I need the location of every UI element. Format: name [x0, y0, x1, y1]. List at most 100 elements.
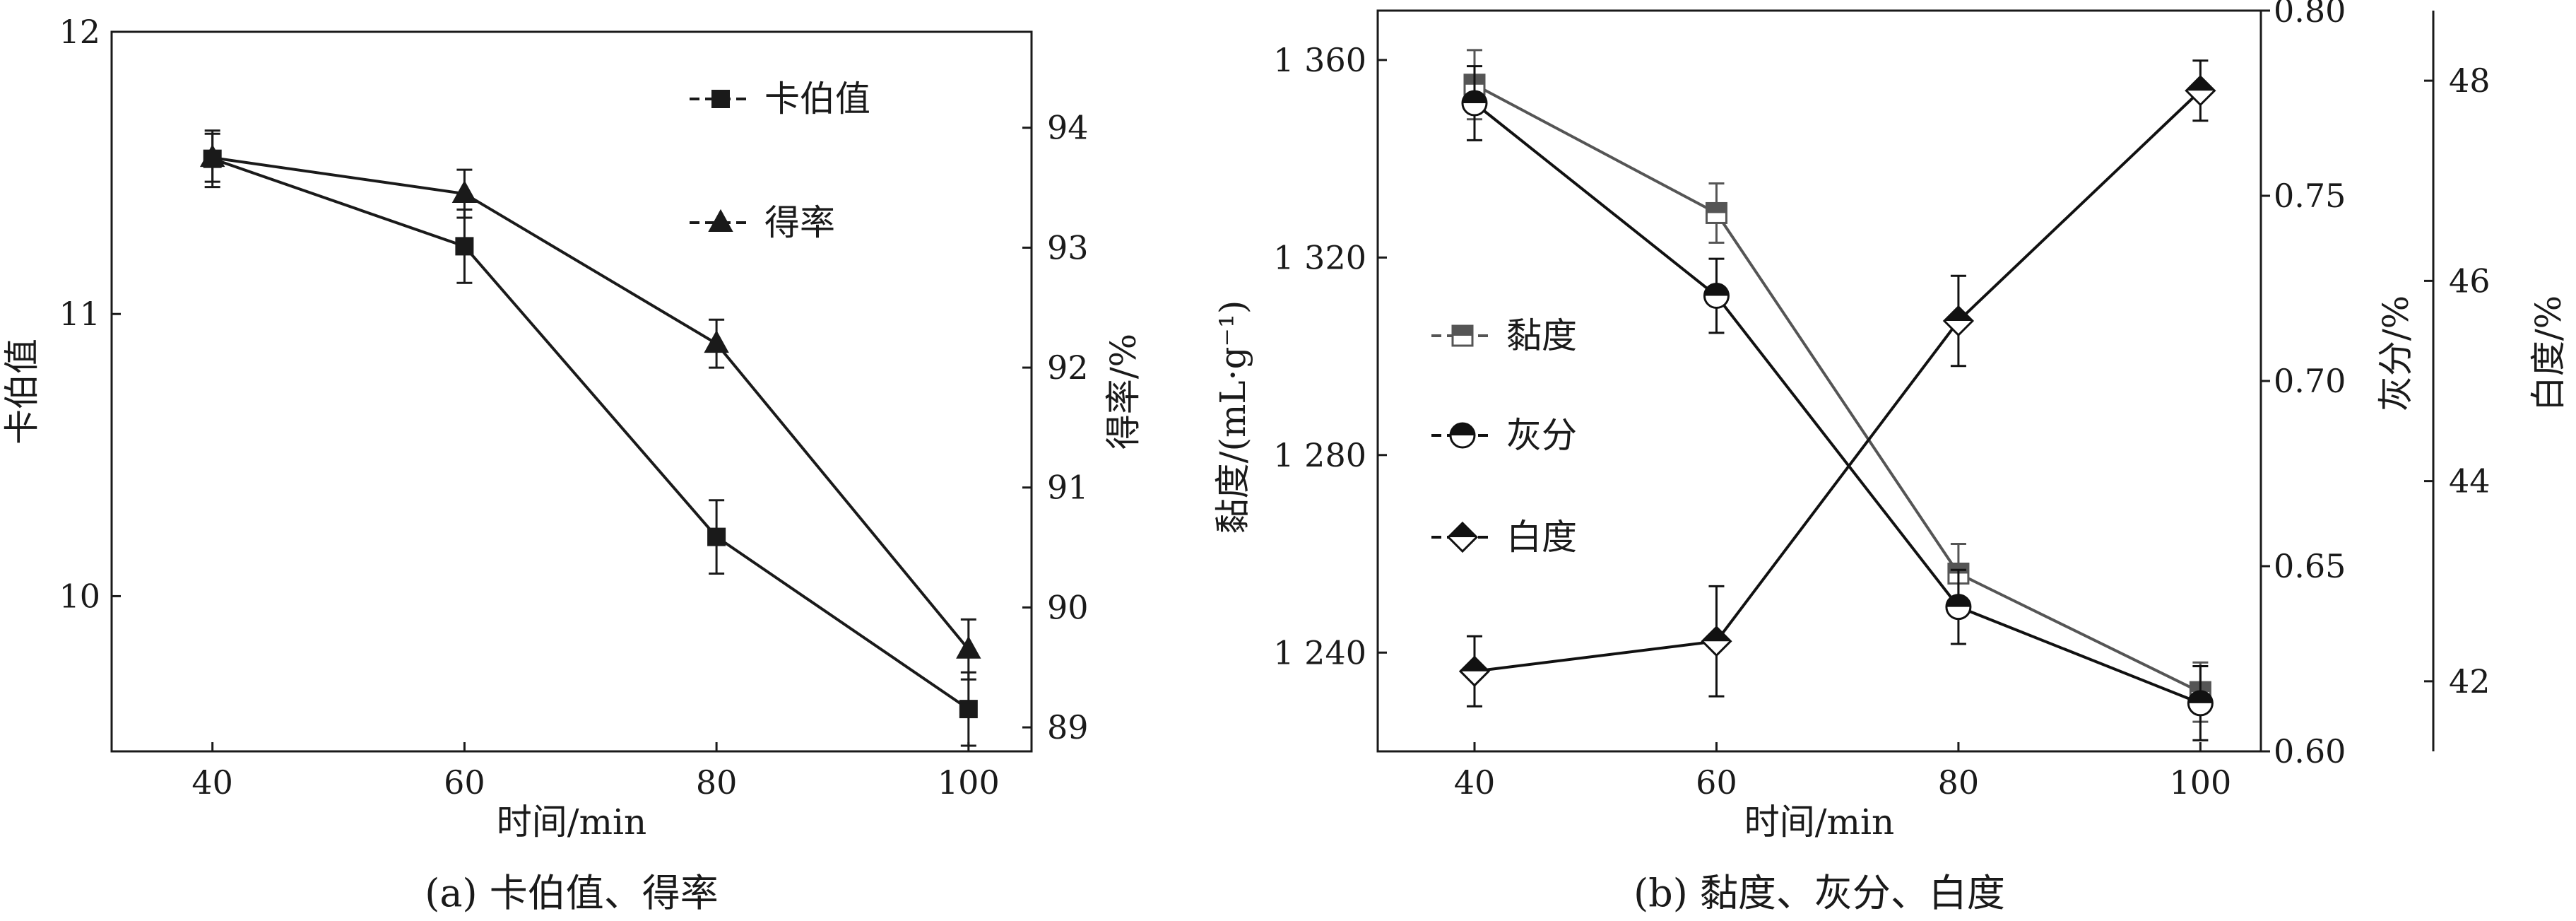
- panel-a-ticks: 40 60 80 100 10 11 12 89 90 91 92 93 94: [59, 13, 1088, 802]
- panel-b-series-1: [1461, 65, 2214, 741]
- panel-b-legend-item-1-marker: [1449, 422, 1476, 449]
- panel-b-ash-axis-title: 灰分/%: [2375, 295, 2416, 411]
- panel-a-x-tick-label: 60: [444, 763, 485, 802]
- panel-a-x-axis-title: 时间/min: [497, 802, 646, 843]
- panel-b-series-2-line: [1474, 89, 2202, 673]
- panel-a-legend-item-0: 卡伯值: [690, 78, 870, 119]
- panel-b-series-2-point: [1942, 305, 1975, 337]
- panel-b-whiteness-y-label: 48: [2449, 61, 2491, 100]
- panel-b-legend-item-2-marker-fill: [1448, 523, 1477, 537]
- panel-b-whiteness-y-label: 42: [2449, 662, 2491, 700]
- panel-a-caption: (a) 卡伯值、得率: [425, 871, 719, 915]
- panel-a-plot-frame: [110, 30, 1033, 753]
- panel-a-left-axis-title: 卡伯值: [1, 339, 42, 445]
- panel-b-ash-y-label: 0.70: [2274, 362, 2346, 400]
- panel-b-x-axis-title: 时间/min: [1744, 802, 1894, 843]
- panel-b-series: [1458, 49, 2216, 741]
- panel-b: 40 60 80 100 1 240 1 280 1 320 1 360 0.60 0.65 0.7…: [1212, 0, 2569, 915]
- panel-b-series-0-point-fill: [1948, 563, 1968, 574]
- panel-b-series-2-point: [1701, 626, 1732, 657]
- panel-b-ash-y-label: 0.75: [2274, 177, 2346, 215]
- panel-b-ash-y-label: 0.60: [2274, 732, 2346, 770]
- panel-b-whiteness-axis-title: 白度/%: [2528, 295, 2569, 411]
- panel-a-left-y-label: 11: [59, 295, 100, 333]
- panel-b-series-2-point: [2185, 75, 2216, 107]
- panel-b-legend-item-2: 白度: [1431, 517, 1577, 558]
- panel-a-right-y-label: 93: [1047, 228, 1089, 266]
- panel-b-x-tick-label: 100: [2169, 763, 2231, 802]
- panel-b-x-tick-label: 60: [1696, 763, 1737, 802]
- panel-a-series-0-point: [707, 527, 726, 546]
- panel-b-ash-y-label: 0.80: [2274, 0, 2346, 30]
- panel-a-right-axis-title: 得率/%: [1103, 334, 1144, 450]
- panel-b-series-0-line: [1474, 83, 2202, 693]
- panel-b-series-1-line: [1473, 102, 2202, 705]
- panel-b-series-1-point-fill: [2188, 691, 2213, 703]
- panel-b-series-1-point-fill: [1946, 594, 1971, 607]
- panel-b-ticks: 40 60 80 100 1 240 1 280 1 320 1 360 0.60 0.65 0.7…: [1273, 0, 2490, 802]
- panel-b-legend-item-1-marker-fill: [1451, 423, 1475, 435]
- panel-a-series-1: [199, 132, 981, 681]
- panel-b-series-1-point: [1461, 90, 1488, 117]
- panel-b-legend-item-2-label: 白度: [1506, 517, 1577, 558]
- panel-b-legend-item-1: 灰分: [1431, 415, 1577, 456]
- panel-a-series-0-line: [212, 157, 969, 710]
- panel-a-series-0: [203, 129, 978, 747]
- panel-b-legend-item-0-marker-fill: [1453, 326, 1472, 336]
- panel-b-x-tick-label: 80: [1938, 763, 1980, 802]
- panel-b-left-y-label: 1 360: [1273, 41, 1366, 79]
- panel-a-right-y-label: 91: [1047, 469, 1089, 507]
- panel-a-legend-item-1: 得率: [690, 202, 835, 243]
- panel-a-x-tick-label: 100: [938, 763, 1000, 802]
- panel-b-series-1-point: [1703, 282, 1730, 309]
- panel-b-legend-item-0: 黏度: [1431, 315, 1577, 356]
- panel-a-legend-item-0-label: 卡伯值: [764, 78, 870, 119]
- panel-b-x-tick-label: 40: [1454, 763, 1496, 802]
- panel-b-series-2-point-fill: [2186, 76, 2215, 91]
- panel-a-x-tick-label: 40: [191, 763, 233, 802]
- panel-a-series-0-point: [959, 700, 978, 719]
- panel-a-legend-item-0-marker: [711, 90, 730, 108]
- panel-a-right-y-label: 94: [1047, 109, 1089, 147]
- panel-b-whiteness-y-label: 44: [2449, 462, 2491, 500]
- panel-a-legend-item-1-marker: [708, 209, 733, 232]
- panel-a-right-y-label: 90: [1047, 588, 1089, 626]
- panel-a-series: [199, 129, 981, 747]
- panel-b-series-2-point-fill: [1460, 657, 1489, 671]
- panel-b-ash-y-label: 0.65: [2274, 547, 2346, 585]
- panel-a-series-0-point: [455, 237, 474, 256]
- panel-b-plot-frame: [1376, 9, 2262, 753]
- panel-a-left-y-label: 10: [59, 577, 100, 615]
- panel-b-series-0: [1463, 49, 2211, 723]
- panel-b-legend-item-0-marker: [1451, 324, 1474, 347]
- panel-b-series-1-point: [1945, 594, 1972, 621]
- panel-b-legend-item-1-label: 灰分: [1506, 415, 1577, 456]
- panel-b-series-2-point: [1458, 655, 1491, 687]
- panel-b-legend-item-2-marker: [1446, 521, 1479, 553]
- panel-b-left-y-label: 1 320: [1273, 238, 1366, 276]
- panel-b-series-2: [1458, 59, 2216, 708]
- panel-b-series-2-point-fill: [1944, 307, 1973, 322]
- panel-b-whiteness-y-label: 46: [2449, 262, 2491, 300]
- panel-b-series-1-point-fill: [1462, 91, 1487, 103]
- panel-a-series-1-point: [704, 330, 729, 353]
- panel-b-series-1-point-fill: [1704, 283, 1729, 296]
- panel-a-series-1-line: [212, 156, 970, 651]
- panel-a-series-1-point: [451, 180, 478, 204]
- panel-a-left-y-label: 12: [59, 13, 100, 51]
- panel-b-left-axis-title: 黏度/(mL·g⁻¹): [1212, 300, 1253, 534]
- panel-a-series-1-point: [956, 635, 981, 659]
- panel-b-caption: (b) 黏度、灰分、白度: [1633, 871, 2005, 915]
- panel-a-x-tick-label: 80: [696, 763, 738, 802]
- panel-b-series-2-point-fill: [1702, 627, 1731, 642]
- panel-b-series-0-point-fill: [1706, 203, 1727, 213]
- panel-b-series-1-point: [2187, 690, 2214, 717]
- panel-a: 40 60 80 100 10 11 12 89 90 91 92 93 94 时间/min 卡伯值 得…: [1, 13, 1144, 915]
- panel-b-left-y-label: 1 280: [1273, 436, 1366, 474]
- panel-a-right-y-label: 89: [1047, 708, 1089, 746]
- panel-a-series-1-point: [199, 144, 225, 168]
- panel-b-series-0-point: [1705, 201, 1727, 224]
- panel-a-legend-item-1-label: 得率: [764, 202, 835, 243]
